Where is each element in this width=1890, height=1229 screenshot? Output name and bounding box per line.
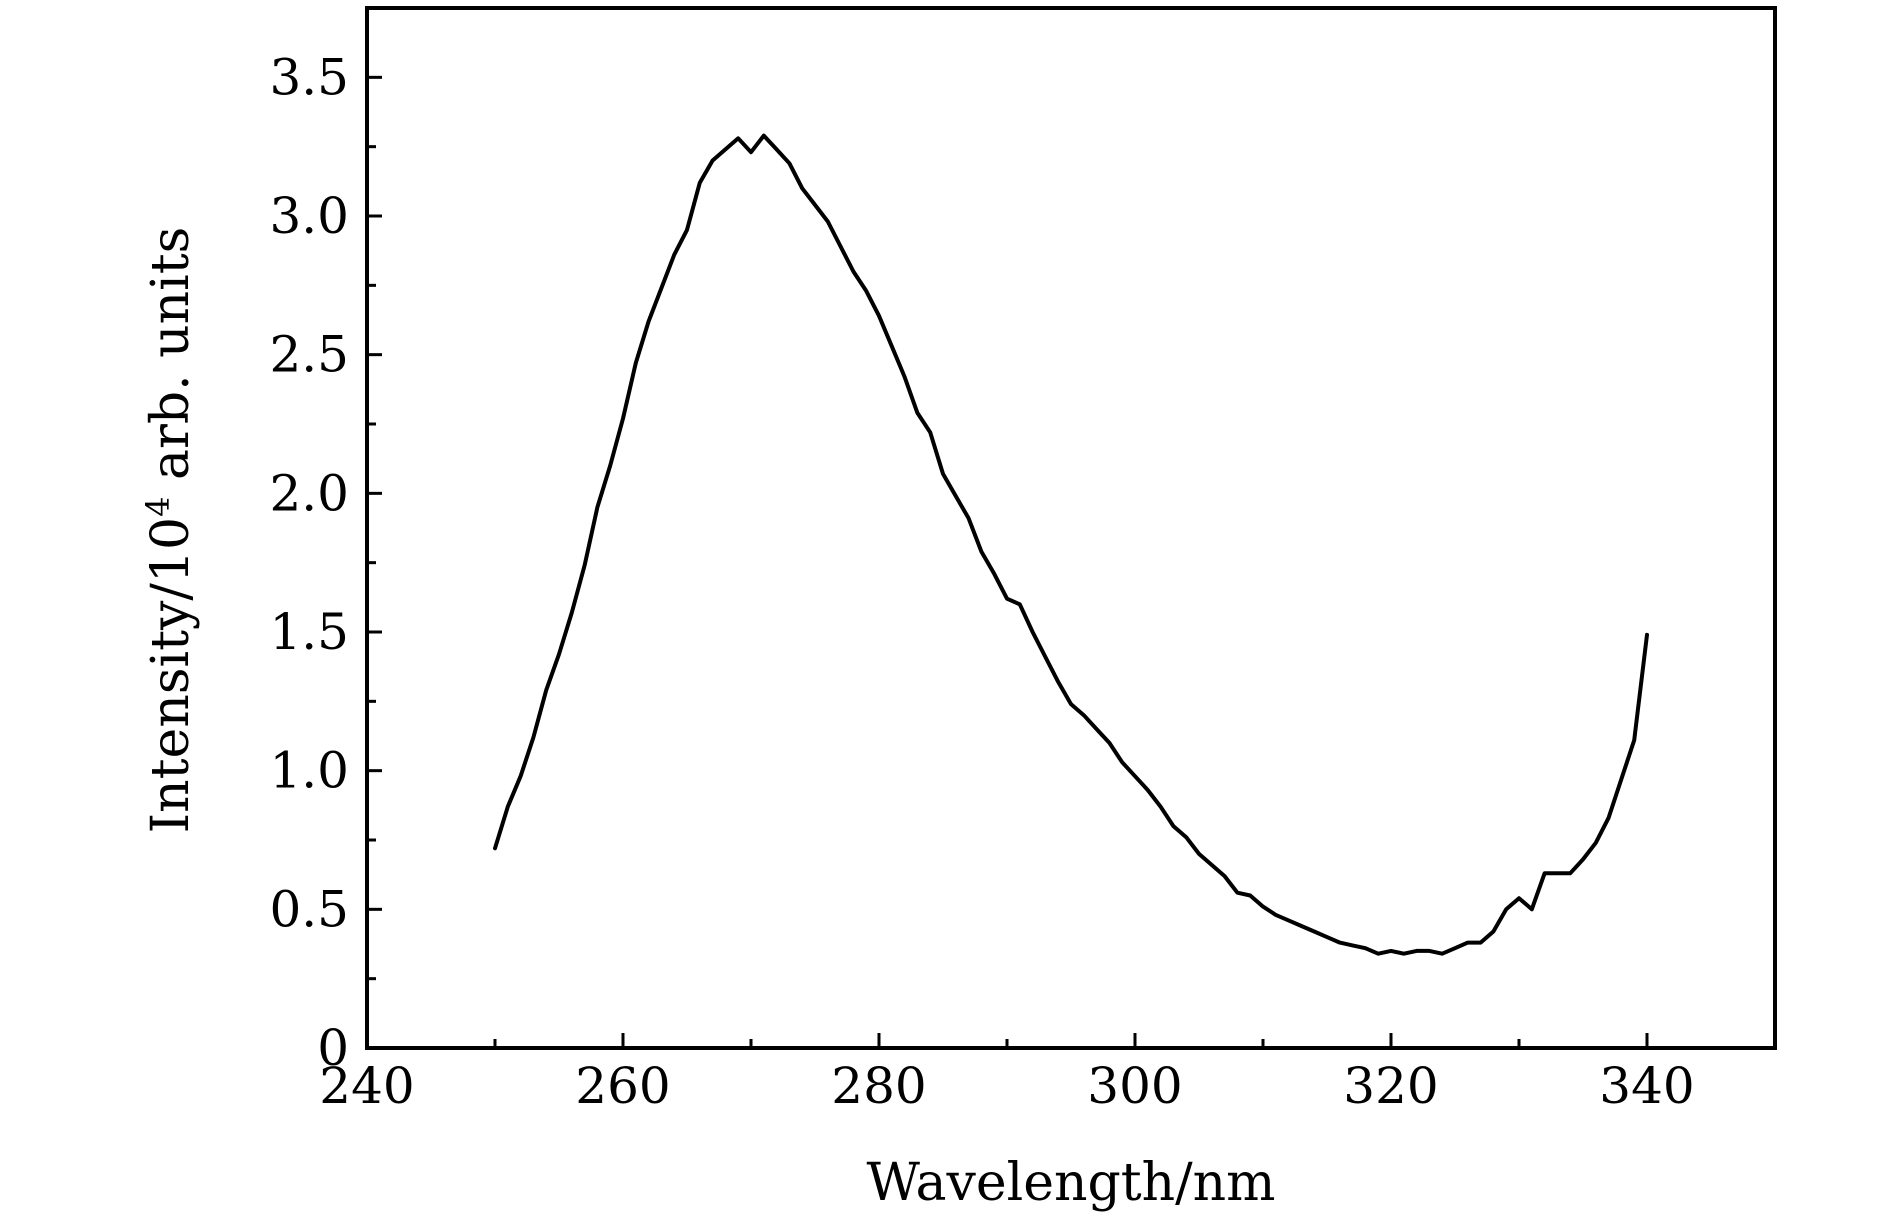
y-tick-label: 1.5 xyxy=(269,603,349,661)
y-axis-title-prefix: Intensity/10 xyxy=(141,517,201,833)
y-tick-label: 0.5 xyxy=(269,880,349,938)
y-tick-label: 2.0 xyxy=(269,464,349,522)
y-axis-title-suffix: arb. units xyxy=(141,227,201,497)
y-tick-label: 2.5 xyxy=(269,326,349,384)
y-tick-label: 1.0 xyxy=(269,742,349,800)
y-axis-title: Intensity/104 arb. units xyxy=(139,227,201,834)
y-tick-label: 3.5 xyxy=(269,48,349,106)
x-tick-label: 340 xyxy=(1599,1057,1694,1115)
y-tick-label: 3.0 xyxy=(269,187,349,245)
x-tick-label: 320 xyxy=(1343,1057,1438,1115)
ticks xyxy=(365,75,1649,1050)
x-tick-label: 260 xyxy=(575,1057,670,1115)
plot-frame xyxy=(365,6,1777,1050)
x-tick-label: 280 xyxy=(831,1057,926,1115)
y-axis-title-superscript: 4 xyxy=(139,497,177,517)
y-tick-label: 0 xyxy=(317,1019,349,1077)
x-axis-title: Wavelength/nm xyxy=(867,1153,1276,1213)
x-tick-label: 240 xyxy=(319,1057,414,1115)
tick-labels: 240 260 280 300 320 340 0 0.5 1.0 1.5 2.0 2.5 3.0 3.5 xyxy=(269,48,1694,1115)
x-tick-label: 300 xyxy=(1087,1057,1182,1115)
series-line xyxy=(493,133,1649,956)
